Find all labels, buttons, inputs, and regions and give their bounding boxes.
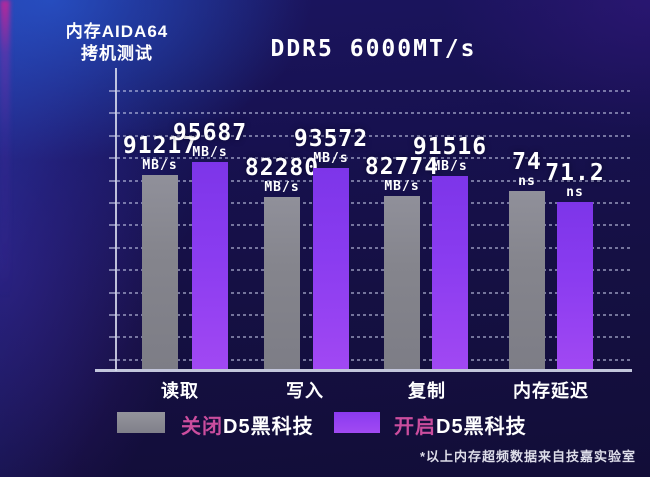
y-axis-tick xyxy=(109,179,116,182)
value-number: 74 xyxy=(512,149,542,175)
gridline xyxy=(117,336,630,339)
x-axis-line xyxy=(95,369,632,372)
legend-on-suffix: D5黑科技 xyxy=(436,416,527,438)
test-type-label: 内存AIDA64 拷机测试 xyxy=(58,21,176,65)
magenta-edge-glow xyxy=(0,0,10,300)
test-type-line1: 内存AIDA64 xyxy=(65,22,169,41)
value-label-gray-2: 82774 MB/s xyxy=(337,154,467,195)
y-axis-line xyxy=(115,68,117,371)
value-number: 91516 xyxy=(412,134,488,160)
gridline xyxy=(117,112,630,115)
gridline xyxy=(117,202,630,204)
gridline xyxy=(117,269,630,272)
value-number: 71.2 xyxy=(545,160,605,186)
value-unit: MB/s xyxy=(192,145,228,160)
y-axis-tick xyxy=(109,202,116,204)
category-label-3: 内存延迟 xyxy=(513,381,589,401)
y-axis-tick xyxy=(109,336,116,339)
gridline xyxy=(117,314,630,316)
bar-purple-3 xyxy=(557,202,593,369)
value-label-purple-1: 93572 MB/s xyxy=(266,126,396,167)
legend-swatch-on xyxy=(334,412,380,433)
gridline xyxy=(117,358,630,361)
value-label-purple-0: 95687 MB/s xyxy=(145,120,275,161)
value-unit: MB/s xyxy=(384,179,420,194)
chart-title: DDR5 6000MT/s xyxy=(270,36,477,62)
y-axis-tick xyxy=(109,314,116,316)
value-number: 82774 xyxy=(364,154,440,180)
value-unit: ns xyxy=(518,174,536,189)
value-label-gray-0: 91217 MB/s xyxy=(95,133,225,174)
bar-purple-0 xyxy=(192,162,228,369)
y-axis-tick xyxy=(109,134,116,137)
value-unit: ns xyxy=(566,185,584,200)
category-label-2: 复制 xyxy=(408,381,446,401)
y-axis-tick xyxy=(109,157,116,160)
legend-on-prefix: 开启 xyxy=(394,416,436,438)
value-label-purple-3: 71.2 ns xyxy=(510,160,640,201)
y-axis-tick xyxy=(109,90,116,92)
legend-off-prefix: 关闭 xyxy=(181,416,223,438)
gridline xyxy=(117,157,630,160)
legend-swatch-off xyxy=(117,412,165,433)
y-axis-tick xyxy=(109,224,116,227)
value-unit: MB/s xyxy=(142,158,178,173)
bar-purple-1 xyxy=(313,168,349,369)
category-label-1: 写入 xyxy=(286,381,324,401)
bar-gray-2 xyxy=(384,196,420,369)
legend-label-on: 开启D5黑科技 xyxy=(394,410,527,439)
y-axis-tick xyxy=(109,112,116,115)
value-number: 93572 xyxy=(293,126,369,152)
y-axis-tick xyxy=(109,291,116,294)
category-label-0: 读取 xyxy=(161,381,199,401)
gridline xyxy=(117,179,630,182)
y-axis-tick xyxy=(109,246,116,249)
test-type-line2: 拷机测试 xyxy=(81,44,153,63)
value-unit: MB/s xyxy=(313,151,349,166)
footnote: *以上内存超频数据来自技嘉实验室 xyxy=(419,449,636,464)
bar-purple-2 xyxy=(432,176,468,369)
legend-off-suffix: D5黑科技 xyxy=(223,416,314,438)
legend-label-off: 关闭D5黑科技 xyxy=(181,410,314,439)
value-label-gray-3: 74 ns xyxy=(462,149,592,190)
gridline xyxy=(117,291,630,294)
gridline xyxy=(117,224,630,227)
value-unit: MB/s xyxy=(264,180,300,195)
y-axis-tick xyxy=(109,269,116,272)
value-number: 91217 xyxy=(122,133,198,159)
value-label-purple-2: 91516 MB/s xyxy=(385,134,515,175)
gridline xyxy=(117,134,630,137)
gridline xyxy=(117,90,630,92)
bar-gray-3 xyxy=(509,191,545,369)
value-label-gray-1: 82280 MB/s xyxy=(217,155,347,196)
gridline xyxy=(117,246,630,249)
bar-gray-1 xyxy=(264,197,300,369)
y-axis-tick xyxy=(109,358,116,361)
value-number: 82280 xyxy=(244,155,320,181)
value-unit: MB/s xyxy=(432,159,468,174)
value-number: 95687 xyxy=(172,120,248,146)
bar-gray-0 xyxy=(142,175,178,369)
